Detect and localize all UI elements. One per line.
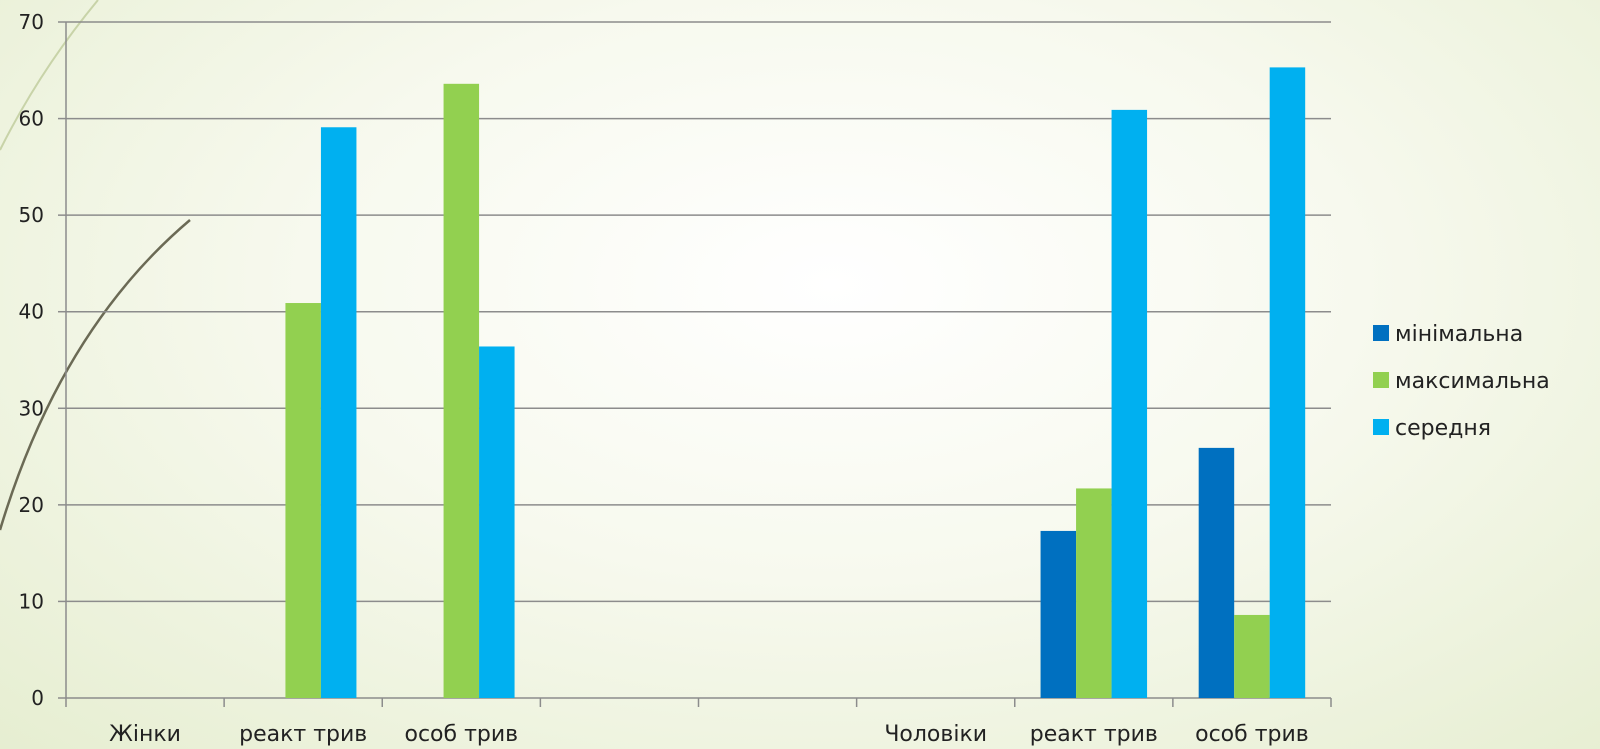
- x-category-label: реакт трив: [239, 722, 367, 747]
- x-category-labels: Жінки реакт трив особ трив Чоловіки реакт тр…: [109, 722, 1309, 747]
- legend-label: середня: [1395, 416, 1491, 441]
- bar-1-7: [1234, 614, 1270, 698]
- x-category-label: особ трив: [1195, 722, 1309, 747]
- bar-2-2: [479, 346, 515, 698]
- bar-2-1: [320, 127, 357, 698]
- y-tick-label: 30: [19, 396, 44, 420]
- bar-0-7: [1198, 447, 1235, 698]
- legend-swatch: [1373, 372, 1389, 388]
- y-tick-label: 60: [19, 107, 44, 131]
- bar-2-6: [1111, 109, 1148, 698]
- x-category-label: реакт трив: [1030, 722, 1158, 747]
- bar-1-6: [1076, 488, 1112, 698]
- bar-1-2: [443, 83, 480, 698]
- y-tick-labels: 0 10 20 30 40 50 60 70: [19, 10, 44, 710]
- y-tick-label: 0: [31, 686, 44, 710]
- x-category-label: Чоловіки: [884, 722, 987, 747]
- legend: мінімальна максимальна середня: [1373, 322, 1550, 441]
- legend-swatch: [1373, 419, 1389, 435]
- bars: [285, 67, 1306, 699]
- legend-label: мінімальна: [1395, 322, 1523, 347]
- y-tick-label: 70: [19, 10, 44, 34]
- bar-2-7: [1269, 67, 1306, 699]
- bar-1-1: [285, 303, 321, 698]
- bar-0-6: [1040, 530, 1077, 698]
- gridlines: [66, 21, 1331, 603]
- y-tick-label: 40: [19, 300, 44, 324]
- x-category-label: особ трив: [405, 722, 519, 747]
- x-category-label: Жінки: [109, 722, 181, 747]
- y-tick-label: 10: [19, 589, 44, 613]
- decorative-curves: [0, 0, 191, 531]
- y-tick-label: 20: [19, 493, 44, 517]
- legend-swatch: [1373, 325, 1389, 341]
- y-tick-label: 50: [19, 203, 44, 227]
- legend-label: максимальна: [1395, 369, 1550, 394]
